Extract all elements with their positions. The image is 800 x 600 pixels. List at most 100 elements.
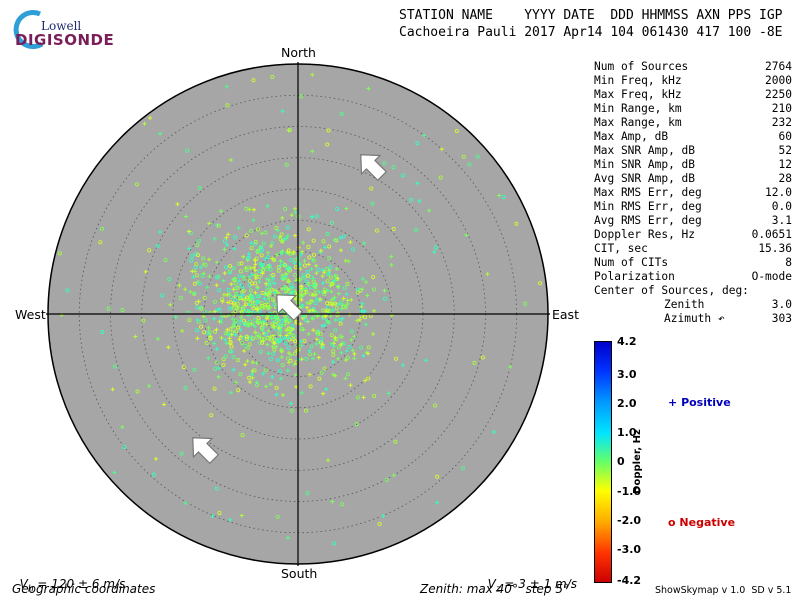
source-point — [279, 347, 284, 352]
source-point — [315, 337, 320, 342]
stat-value: 12.0 — [765, 186, 792, 199]
source-point — [228, 341, 233, 346]
source-point — [415, 141, 420, 146]
source-point — [280, 215, 285, 220]
source-point — [253, 268, 258, 273]
source-point — [371, 275, 376, 280]
source-point — [427, 208, 432, 213]
source-point — [212, 299, 217, 304]
source-point — [215, 308, 220, 313]
source-point — [329, 289, 334, 294]
source-point — [363, 378, 368, 383]
source-point — [233, 380, 238, 385]
header-columns: STATION NAME YYYY DATE DDD HHMMSS AXN PP… — [399, 8, 783, 23]
source-point — [288, 353, 293, 358]
source-point — [384, 477, 389, 482]
source-point — [214, 327, 219, 332]
source-point — [306, 227, 311, 232]
source-point — [285, 535, 290, 540]
source-point — [232, 324, 237, 329]
source-point — [316, 355, 321, 360]
source-point — [203, 318, 208, 323]
source-point — [241, 254, 246, 259]
source-point — [270, 256, 275, 261]
source-point — [291, 333, 296, 338]
source-point — [372, 394, 377, 399]
stat-row: Num of CITs 8 — [594, 256, 792, 270]
source-point — [281, 317, 286, 322]
source-point — [310, 72, 315, 77]
source-point — [236, 325, 241, 330]
source-point — [311, 252, 316, 257]
source-point — [185, 148, 190, 153]
source-point — [293, 372, 298, 377]
source-point — [224, 235, 229, 240]
source-point — [264, 266, 269, 271]
source-point — [301, 273, 306, 278]
source-point — [341, 296, 346, 301]
source-point — [112, 470, 117, 475]
source-point — [289, 408, 294, 413]
source-point — [362, 241, 367, 246]
source-point — [355, 395, 360, 400]
source-point — [255, 335, 260, 340]
source-point — [225, 292, 230, 297]
source-point — [322, 292, 327, 297]
stat-label: Num of Sources — [594, 60, 689, 73]
source-point — [263, 230, 268, 235]
source-point — [245, 359, 250, 364]
source-point — [257, 340, 262, 345]
source-point — [301, 314, 306, 319]
source-point — [202, 295, 207, 300]
source-point — [258, 261, 263, 266]
source-point — [223, 331, 228, 336]
stat-value: 8 — [785, 256, 792, 269]
source-point — [279, 232, 284, 237]
source-point — [315, 330, 320, 335]
source-point — [361, 395, 366, 400]
source-point — [286, 320, 291, 325]
source-point — [280, 273, 285, 278]
source-point — [195, 336, 200, 341]
header-values: Cachoeira Pauli 2017 Apr14 104 061430 41… — [399, 25, 783, 40]
source-point — [333, 274, 338, 279]
doppler-colorbar — [594, 341, 612, 583]
source-point — [228, 158, 233, 162]
source-point — [225, 327, 230, 332]
source-point — [292, 233, 297, 238]
stat-row: Center of Sources, deg: — [594, 284, 792, 298]
source-point — [197, 281, 202, 286]
source-point — [282, 262, 287, 267]
source-point — [265, 250, 270, 255]
source-point — [337, 345, 342, 350]
doppler-tick: 0 — [617, 455, 625, 468]
source-point — [307, 372, 312, 377]
vh-symbol: V — [19, 577, 28, 591]
source-point — [148, 116, 153, 121]
direction-south: South — [281, 566, 318, 581]
legend-negative: o Negative — [668, 516, 735, 529]
source-point — [295, 343, 300, 348]
source-point — [298, 266, 303, 271]
source-point — [439, 147, 444, 152]
source-point — [292, 261, 297, 266]
source-point — [347, 344, 352, 349]
source-point — [252, 265, 257, 270]
source-point — [352, 351, 357, 356]
stat-row: Avg RMS Err, deg 3.1 — [594, 214, 792, 228]
source-point — [192, 367, 197, 372]
source-point — [344, 349, 349, 354]
source-point — [223, 337, 228, 342]
logo-company: Lowell — [41, 19, 82, 33]
source-point — [186, 229, 191, 234]
source-point — [293, 258, 298, 263]
source-point — [389, 263, 394, 268]
stat-row: Max RMS Err, deg 12.0 — [594, 186, 792, 200]
source-point — [268, 382, 273, 387]
source-point — [260, 320, 265, 325]
source-point — [286, 356, 291, 361]
source-point — [264, 316, 269, 321]
doppler-tick: 3.0 — [617, 368, 637, 381]
source-point — [351, 247, 356, 252]
source-point — [260, 290, 265, 295]
